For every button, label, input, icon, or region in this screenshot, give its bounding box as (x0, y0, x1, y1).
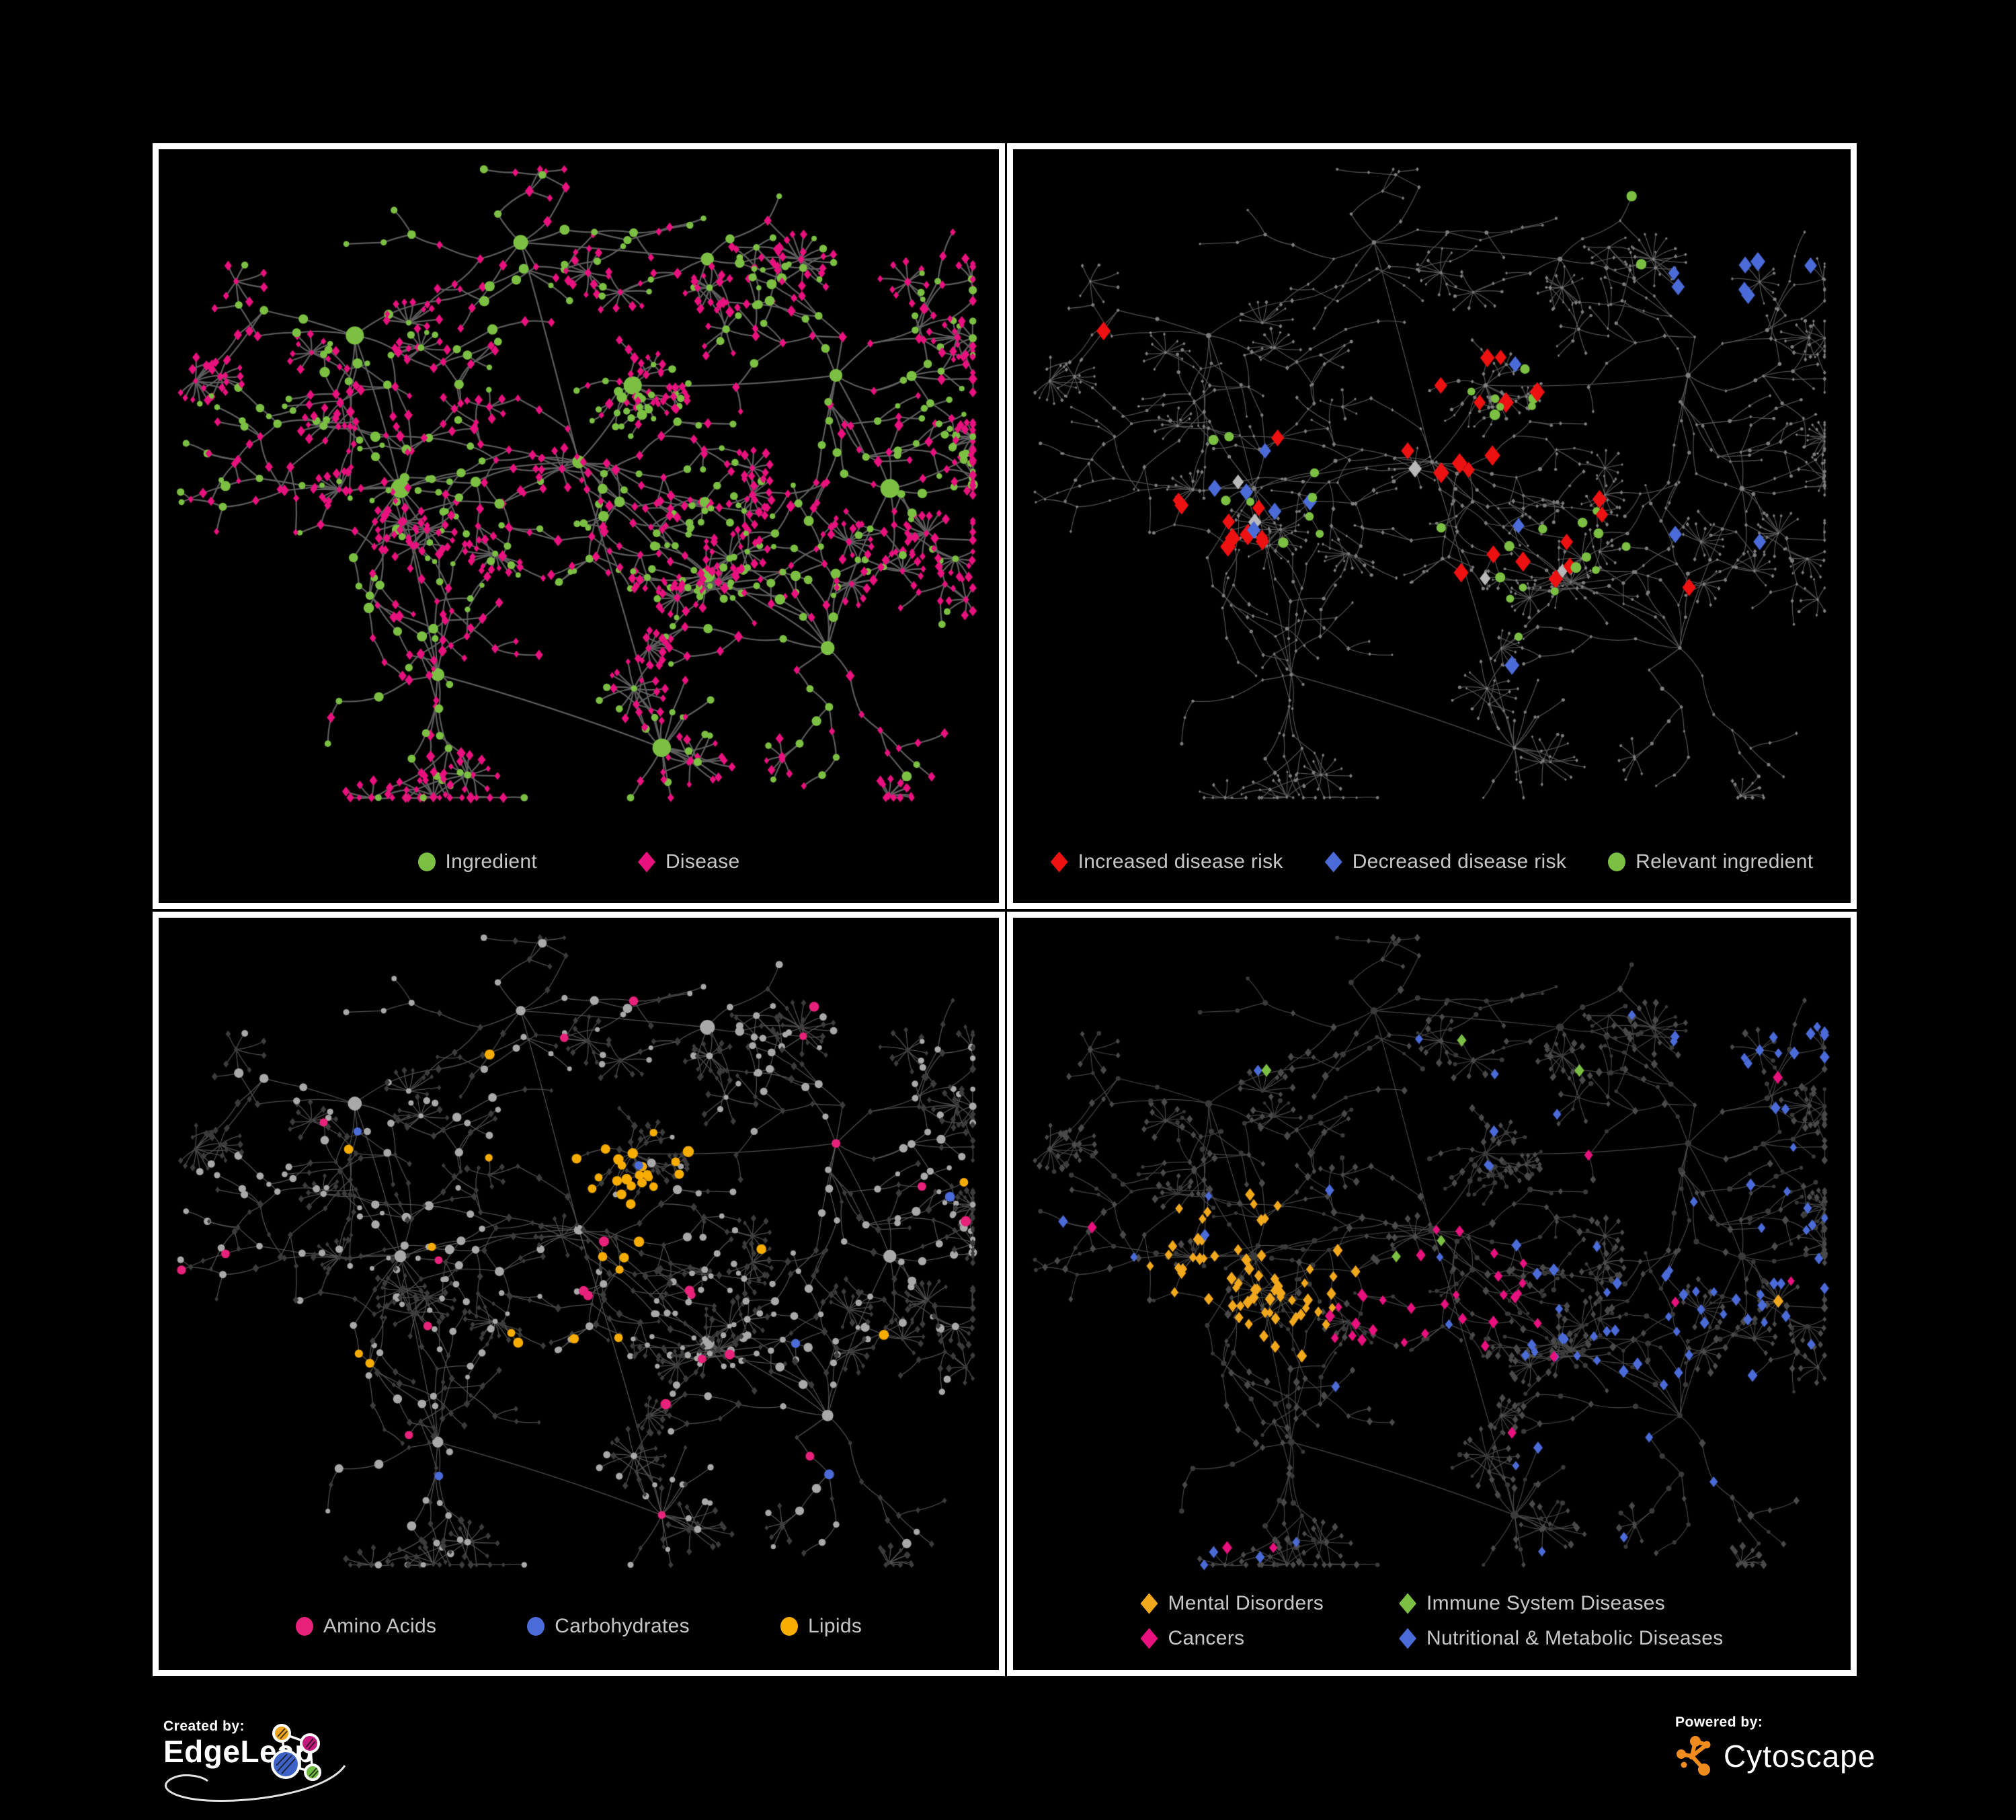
legend-label: Disease (665, 850, 740, 873)
legend-label: Nutritional & Metabolic Diseases (1426, 1627, 1724, 1649)
immune-system-diseases-diamond-marker (1399, 1593, 1417, 1614)
lipids-circle-marker (780, 1617, 798, 1636)
legend-item: Relevant ingredient (1608, 850, 1813, 873)
legend-item: Immune System Diseases (1399, 1592, 1723, 1615)
nutritional-metabolic-diseases-diamond-marker (1399, 1628, 1417, 1649)
legend-item: Decreased disease risk (1324, 850, 1567, 873)
created-by-label: Created by: (163, 1718, 245, 1734)
legend-label: Lipids (807, 1615, 862, 1637)
cytoscape-brand-text: Cytoscape (1724, 1738, 1876, 1774)
amino-acids-circle-marker (295, 1617, 313, 1636)
legend-label: Decreased disease risk (1352, 850, 1567, 873)
ingredient-circle-marker (417, 853, 436, 871)
legend-disease-categories: Mental Disorders Immune System Diseases … (1140, 1592, 1724, 1650)
panel-disease-categories: Mental Disorders Immune System Diseases … (1007, 912, 1857, 1676)
network-area-disease-categories (1018, 924, 1845, 1588)
legend-item: Lipids (780, 1615, 862, 1638)
legend-item: Increased disease risk (1050, 850, 1283, 873)
network-canvas-ingredient-disease (164, 156, 994, 821)
disease-diamond-marker (637, 851, 655, 873)
decreased-risk-diamond-marker (1324, 851, 1342, 873)
panel-nutrients: Amino Acids Carbohydrates Lipids (153, 912, 1005, 1676)
legend-disease-risk: Increased disease risk Decreased disease… (1013, 850, 1851, 873)
legend-item: Cancers (1140, 1627, 1324, 1650)
network-area-ingredient-disease (164, 156, 994, 821)
cytoscape-logo-icon (1677, 1736, 1711, 1776)
legend-label: Cancers (1168, 1627, 1245, 1649)
edgeleap-logo-icon (271, 1724, 321, 1781)
network-area-nutrients (164, 924, 994, 1588)
network-area-disease-risk (1018, 156, 1845, 821)
legend-label: Increased disease risk (1078, 850, 1283, 873)
network-canvas-disease-risk (1018, 156, 1845, 821)
legend-label: Ingredient (445, 850, 537, 873)
cytoscape-credit: Powered by: Cytosc (1675, 1714, 1876, 1778)
legend-label: Relevant ingredient (1636, 850, 1814, 873)
legend-ingredient-disease: Ingredient Disease (159, 850, 999, 873)
carbohydrates-circle-marker (527, 1617, 545, 1636)
network-canvas-nutrients (164, 924, 994, 1588)
panel-ingredient-disease: Ingredient Disease (153, 143, 1005, 909)
mental-disorders-diamond-marker (1140, 1593, 1158, 1614)
network-canvas-disease-categories (1018, 924, 1845, 1588)
legend-label: Immune System Diseases (1426, 1592, 1666, 1614)
relevant-ingredient-circle-marker (1608, 853, 1626, 871)
legend-label: Amino Acids (323, 1615, 437, 1637)
legend-item: Ingredient (417, 850, 537, 873)
legend-item: Nutritional & Metabolic Diseases (1399, 1627, 1723, 1650)
edgeleap-credit: Created by: EdgeLeap (163, 1718, 346, 1802)
cancers-diamond-marker (1140, 1628, 1158, 1649)
legend-nutrients: Amino Acids Carbohydrates Lipids (159, 1615, 999, 1638)
legend-item: Disease (637, 850, 740, 873)
legend-item: Mental Disorders (1140, 1592, 1324, 1615)
powered-by-label: Powered by: (1675, 1714, 1763, 1730)
legend-item: Carbohydrates (527, 1615, 690, 1638)
panel-disease-risk: Increased disease risk Decreased disease… (1007, 143, 1857, 909)
legend-label: Carbohydrates (555, 1615, 690, 1637)
legend-label: Mental Disorders (1168, 1592, 1324, 1614)
increased-risk-diamond-marker (1050, 851, 1068, 873)
legend-item: Amino Acids (295, 1615, 437, 1638)
